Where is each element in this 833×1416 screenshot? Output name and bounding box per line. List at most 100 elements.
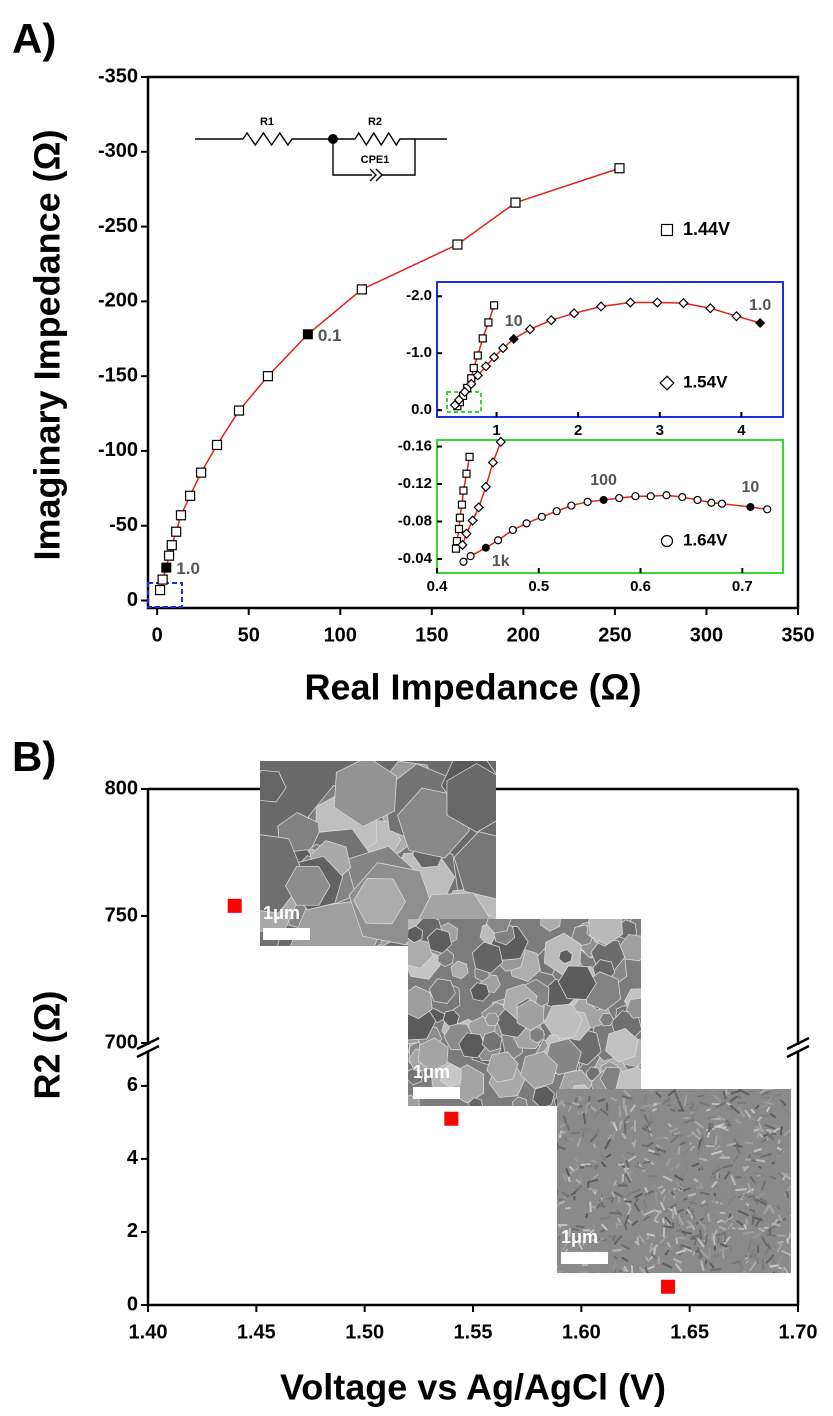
x-tick-label: 300 xyxy=(690,624,723,646)
legend-label: 1.54V xyxy=(683,372,728,391)
texture xyxy=(730,1158,734,1164)
texture xyxy=(715,1171,720,1179)
texture xyxy=(677,1218,684,1230)
crystal xyxy=(599,1012,615,1027)
texture xyxy=(710,1180,718,1188)
x-tick-label: 1.65 xyxy=(670,1321,709,1343)
texture xyxy=(773,1092,783,1098)
texture xyxy=(729,1104,740,1114)
texture xyxy=(734,1092,740,1097)
axis-break xyxy=(786,1044,810,1059)
x-tick-label: 150 xyxy=(415,624,448,646)
marker xyxy=(731,310,742,322)
texture xyxy=(755,1158,766,1163)
marker xyxy=(662,491,671,500)
texture xyxy=(564,1210,570,1214)
marker xyxy=(195,467,207,478)
texture xyxy=(772,1257,776,1264)
texture xyxy=(625,1159,630,1168)
texture xyxy=(737,1209,750,1217)
crystal xyxy=(520,1051,558,1089)
marker xyxy=(495,436,506,448)
texture xyxy=(759,1114,770,1118)
y-axis-label: Imaginary Impedance (Ω) xyxy=(27,130,68,561)
x-tick-label: 50 xyxy=(238,624,260,646)
texture xyxy=(712,1196,716,1204)
texture xyxy=(571,1227,579,1232)
texture xyxy=(723,1170,731,1180)
texture xyxy=(566,1124,571,1131)
texture xyxy=(577,1104,583,1109)
texture xyxy=(613,1191,624,1198)
texture xyxy=(654,1209,663,1214)
texture xyxy=(750,1108,756,1114)
texture xyxy=(688,1201,698,1205)
x-tick-label: 1.70 xyxy=(779,1321,818,1343)
texture xyxy=(661,1217,665,1224)
texture xyxy=(579,1270,590,1273)
texture xyxy=(774,1157,777,1164)
texture xyxy=(738,1268,744,1273)
texture xyxy=(651,1107,658,1112)
texture xyxy=(710,1117,722,1121)
texture xyxy=(644,1241,650,1248)
marker xyxy=(661,1279,675,1294)
texture xyxy=(762,1089,773,1091)
texture xyxy=(641,1143,648,1148)
y-tick-label: -200 xyxy=(98,290,138,312)
texture xyxy=(607,1234,617,1241)
texture xyxy=(781,1250,791,1257)
marker xyxy=(599,495,608,504)
texture xyxy=(764,1096,774,1101)
texture xyxy=(648,1150,661,1157)
texture xyxy=(777,1214,783,1222)
texture xyxy=(751,1253,756,1259)
marker xyxy=(707,498,716,507)
marker xyxy=(452,537,462,546)
texture xyxy=(678,1251,684,1256)
crystal xyxy=(516,999,545,1031)
y-tick-label: -2.0 xyxy=(406,287,432,304)
texture xyxy=(600,1193,604,1198)
texture xyxy=(758,1227,765,1233)
texture xyxy=(776,1234,787,1237)
texture xyxy=(696,1246,703,1259)
texture xyxy=(686,1225,692,1229)
x-tick-label: 0.5 xyxy=(528,578,549,595)
texture xyxy=(654,1192,658,1203)
y-tick-label: -150 xyxy=(98,364,138,386)
y-tick-label: 2 xyxy=(127,1220,138,1242)
texture xyxy=(768,1204,775,1214)
texture xyxy=(706,1131,711,1138)
texture xyxy=(604,1266,608,1273)
texture xyxy=(638,1266,647,1273)
texture xyxy=(766,1131,775,1141)
texture xyxy=(715,1231,727,1237)
texture xyxy=(783,1129,791,1137)
panel-label: A) xyxy=(12,15,56,62)
texture xyxy=(572,1101,580,1106)
marker xyxy=(552,507,561,516)
crystal xyxy=(481,1030,503,1052)
texture xyxy=(693,1258,700,1269)
texture xyxy=(745,1218,749,1225)
texture xyxy=(566,1102,572,1106)
y-tick-label: 800 xyxy=(105,777,138,799)
marker xyxy=(567,501,576,510)
legend-label: 1.44V xyxy=(683,219,730,239)
texture xyxy=(711,1150,723,1156)
texture xyxy=(655,1269,663,1273)
chart: 1.40 1.45 1.50 1.55 1.60 1.65 1.70 0 2 4 6 700 750 80… xyxy=(12,733,817,1407)
texture xyxy=(642,1215,651,1221)
texture xyxy=(789,1271,791,1273)
texture xyxy=(693,1239,698,1246)
texture xyxy=(719,1242,730,1249)
texture xyxy=(689,1110,695,1115)
texture xyxy=(624,1170,634,1175)
texture xyxy=(598,1197,602,1208)
texture xyxy=(786,1260,791,1270)
marker xyxy=(493,536,503,545)
marker xyxy=(461,528,472,539)
texture xyxy=(752,1197,760,1206)
